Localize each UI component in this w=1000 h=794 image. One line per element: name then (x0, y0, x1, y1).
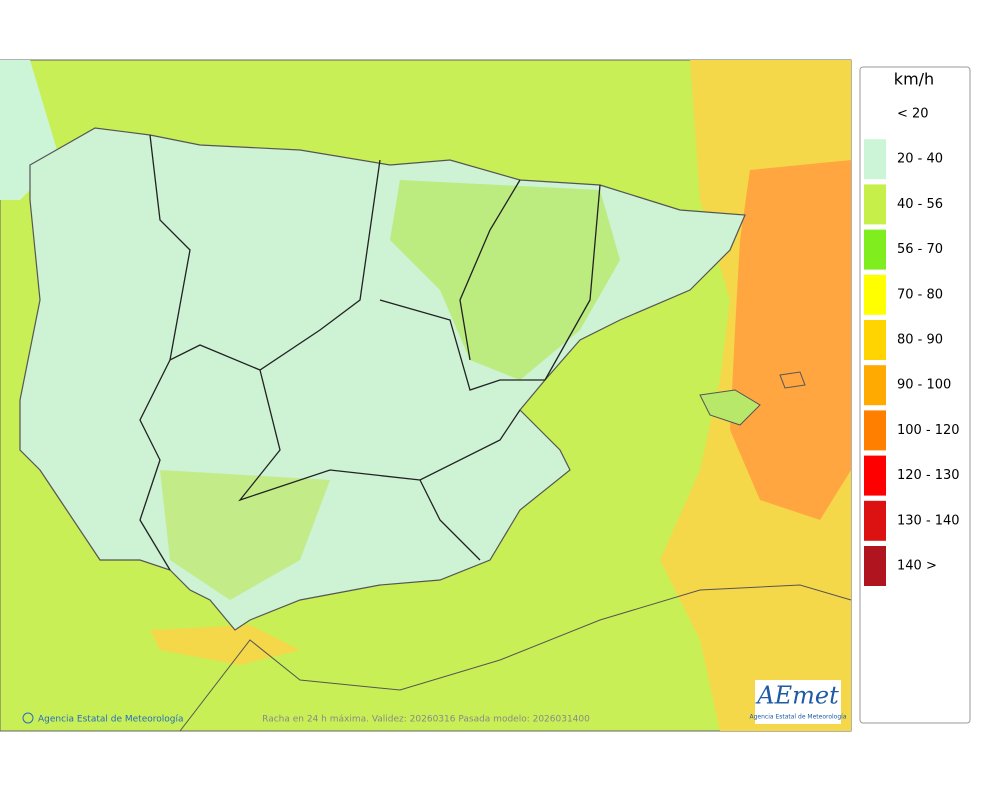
legend-swatch (864, 410, 886, 451)
inland-gust-zone (390, 180, 620, 380)
legend-label: 100 - 120 (897, 423, 960, 438)
legend-swatch (864, 139, 886, 180)
legend-label: 70 - 80 (897, 287, 943, 302)
legend-swatch (864, 320, 886, 360)
logo-box (755, 680, 841, 724)
sea-gust-zone (730, 160, 851, 520)
legend-label: 20 - 40 (897, 152, 943, 167)
legend-swatch (864, 229, 886, 270)
legend-swatch (864, 365, 886, 406)
legend-swatch (864, 274, 886, 315)
legend-box (859, 66, 971, 724)
credit: Agencia Estatal de Meteorología (38, 715, 184, 725)
legend-label: 56 - 70 (897, 242, 943, 257)
copyright-icon (22, 712, 34, 724)
logo-text: AEmet (755, 682, 839, 710)
legend-label: 90 - 100 (897, 378, 951, 393)
legend-label: 140 > (897, 559, 937, 574)
legend-label: 80 - 90 (897, 333, 943, 348)
logo-subtitle: Agencia Estatal de Meteorología (750, 714, 847, 721)
legend-label: < 20 (897, 107, 929, 122)
legend-title: km/h (894, 70, 934, 89)
region-borders (139, 134, 601, 571)
caption: Racha en 24 h máxima. Validez: 20260316 … (262, 715, 590, 725)
legend-label: 130 - 140 (897, 513, 960, 528)
inland-gust-zone (160, 470, 330, 600)
legend: km/h < 20 20 - 40 40 - 56 56 - 70 70 - 80 80 … (859, 66, 971, 724)
legend-swatch (864, 455, 886, 496)
sea-gust-zone (700, 610, 851, 680)
africa-coast (179, 584, 852, 732)
legend-label: 120 - 130 (897, 468, 960, 483)
island (699, 389, 761, 426)
map: AEmet Agencia Estatal de Meteorología Ag… (0, 59, 852, 732)
legend-label: 40 - 56 (897, 197, 943, 212)
legend-swatch (864, 500, 886, 541)
legend-swatch (864, 546, 886, 586)
strait-gust-zone (150, 625, 300, 665)
legend-swatch (864, 184, 886, 225)
island (779, 371, 806, 389)
